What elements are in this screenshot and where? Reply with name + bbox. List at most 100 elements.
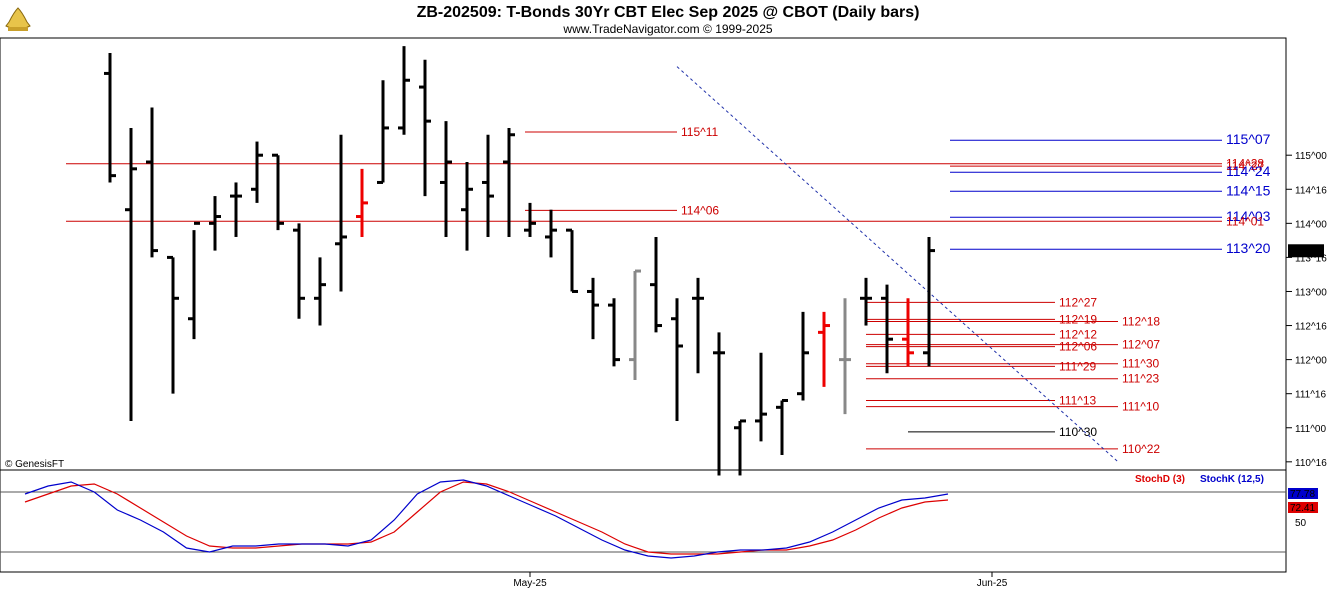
ohlc-bar <box>272 153 284 231</box>
stoch-d-legend: StochD (3) <box>1135 474 1185 485</box>
stoch-d-value: 72.41 <box>1290 503 1315 514</box>
level-label: 111^30 <box>1122 357 1160 371</box>
price-tick-label: 112^00 <box>1295 356 1327 367</box>
ohlc-bar <box>167 255 179 394</box>
stoch-k-value: 77.78 <box>1290 489 1315 500</box>
ohlc-bar <box>818 311 830 387</box>
ohlc-bar <box>314 257 326 326</box>
ohlc-bar <box>146 107 158 258</box>
stoch-d-value-box <box>1288 502 1318 513</box>
level-label: 115^07 <box>1226 131 1271 147</box>
price-tick-label: 112^16 <box>1295 322 1327 333</box>
ohlc-bar <box>482 134 494 237</box>
level-label: 114^28 <box>1226 157 1264 171</box>
chart-subtitle: www.TradeNavigator.com © 1999-2025 <box>562 22 772 36</box>
level-label: 114^03 <box>1226 208 1271 224</box>
level-label: 112^27 <box>1059 295 1097 309</box>
time-axis: May-25 Jun-25 <box>513 572 1008 589</box>
ohlc-bar <box>398 46 410 135</box>
ohlc-bar <box>524 202 536 237</box>
level-label: 112^06 <box>1059 340 1097 354</box>
level-label: 115^11 <box>681 125 719 139</box>
level-label: 113^20 <box>1226 240 1271 256</box>
level-label: 114^15 <box>1226 182 1271 198</box>
ohlc-bar <box>839 298 851 415</box>
ohlc-bar <box>797 311 809 401</box>
price-tick-label: 114^00 <box>1295 219 1327 230</box>
price-tick-label: 111^00 <box>1295 424 1326 435</box>
ohlc-bar <box>713 332 725 476</box>
ohlc-bar <box>734 419 746 476</box>
bars-layer <box>104 46 935 476</box>
level-label: 111^10 <box>1122 400 1160 414</box>
ohlc-bar <box>440 121 452 237</box>
level-label: 112^19 <box>1059 312 1097 326</box>
ohlc-bar <box>293 223 305 319</box>
price-tick-label: 110^16 <box>1295 458 1327 469</box>
ohlc-bar <box>356 168 368 237</box>
level-label: 112^18 <box>1122 314 1160 328</box>
level-label: 111^13 <box>1059 393 1097 407</box>
ohlc-bar <box>461 162 473 251</box>
stoch-d-line <box>24 481 949 555</box>
current-price-box <box>1288 244 1324 258</box>
price-tick-label: 113^16 <box>1295 253 1327 264</box>
trend-line <box>676 66 1119 463</box>
ohlc-bar <box>608 298 620 367</box>
ohlc-bar <box>650 236 662 333</box>
level-label: 114^01 <box>1226 214 1264 228</box>
stoch-tick-50: 50 <box>1295 518 1307 529</box>
price-tick-label: 111^16 <box>1295 390 1326 401</box>
watermark: © GenesisFT <box>5 459 64 470</box>
level-label: 112^07 <box>1122 338 1160 352</box>
price-tick-label: 115^00 <box>1295 151 1327 162</box>
logo <box>5 7 31 31</box>
price-tick-label: 114^16 <box>1295 185 1327 196</box>
level-label: 111^23 <box>1122 372 1160 386</box>
level-label: 114^06 <box>681 203 719 217</box>
stochastic-panel <box>0 469 1287 573</box>
time-tick-label: May-25 <box>513 578 547 589</box>
price-tick-label: 113^00 <box>1295 287 1327 298</box>
ohlc-bar <box>902 298 914 367</box>
chart-title: ZB-202509: T-Bonds 30Yr CBT Elec Sep 202… <box>417 4 920 21</box>
ohlc-bar <box>104 52 116 183</box>
ohlc-bar <box>251 141 263 203</box>
ohlc-bar <box>419 59 431 197</box>
ohlc-bar <box>587 277 599 340</box>
level-label: 114^27 <box>1226 159 1264 173</box>
ohlc-bar <box>881 284 893 374</box>
ohlc-bar <box>629 269 641 381</box>
ohlc-bar <box>776 398 788 456</box>
stoch-k-legend: StochK (12,5) <box>1200 474 1264 485</box>
ohlc-bar <box>692 277 704 374</box>
ohlc-bar <box>230 182 242 237</box>
ohlc-bar <box>188 221 200 340</box>
current-price-label: 113^19 <box>1290 247 1322 258</box>
ohlc-bar <box>503 127 515 237</box>
genie-lamp-shape <box>5 7 31 30</box>
ohlc-bar <box>923 236 935 367</box>
price-axis: 110^16 111^00 111^16 112^00 112^16 113^00 113^… <box>1286 151 1327 469</box>
level-label: 110^30 <box>1059 425 1097 439</box>
ohlc-bar <box>209 196 221 251</box>
ohlc-bar <box>755 352 767 442</box>
ohlc-bar <box>335 134 347 292</box>
ohlc-bar <box>566 228 578 293</box>
level-label: 111^29 <box>1059 359 1097 373</box>
level-label: 114^24 <box>1226 163 1271 179</box>
stoch-k-line <box>24 479 949 559</box>
logo-base <box>8 27 28 31</box>
ohlc-bar <box>860 277 872 326</box>
level-label: 112^12 <box>1059 327 1097 341</box>
level-label: 110^22 <box>1122 442 1160 456</box>
ohlc-bar <box>545 209 557 258</box>
ohlc-bar <box>125 127 137 421</box>
ohlc-bar <box>671 298 683 421</box>
time-tick-label: Jun-25 <box>977 578 1008 589</box>
stochastic-layer: 77.78 72.41 50 <box>0 479 1318 559</box>
stoch-k-value-box <box>1288 488 1318 499</box>
ohlc-bar <box>377 80 389 184</box>
